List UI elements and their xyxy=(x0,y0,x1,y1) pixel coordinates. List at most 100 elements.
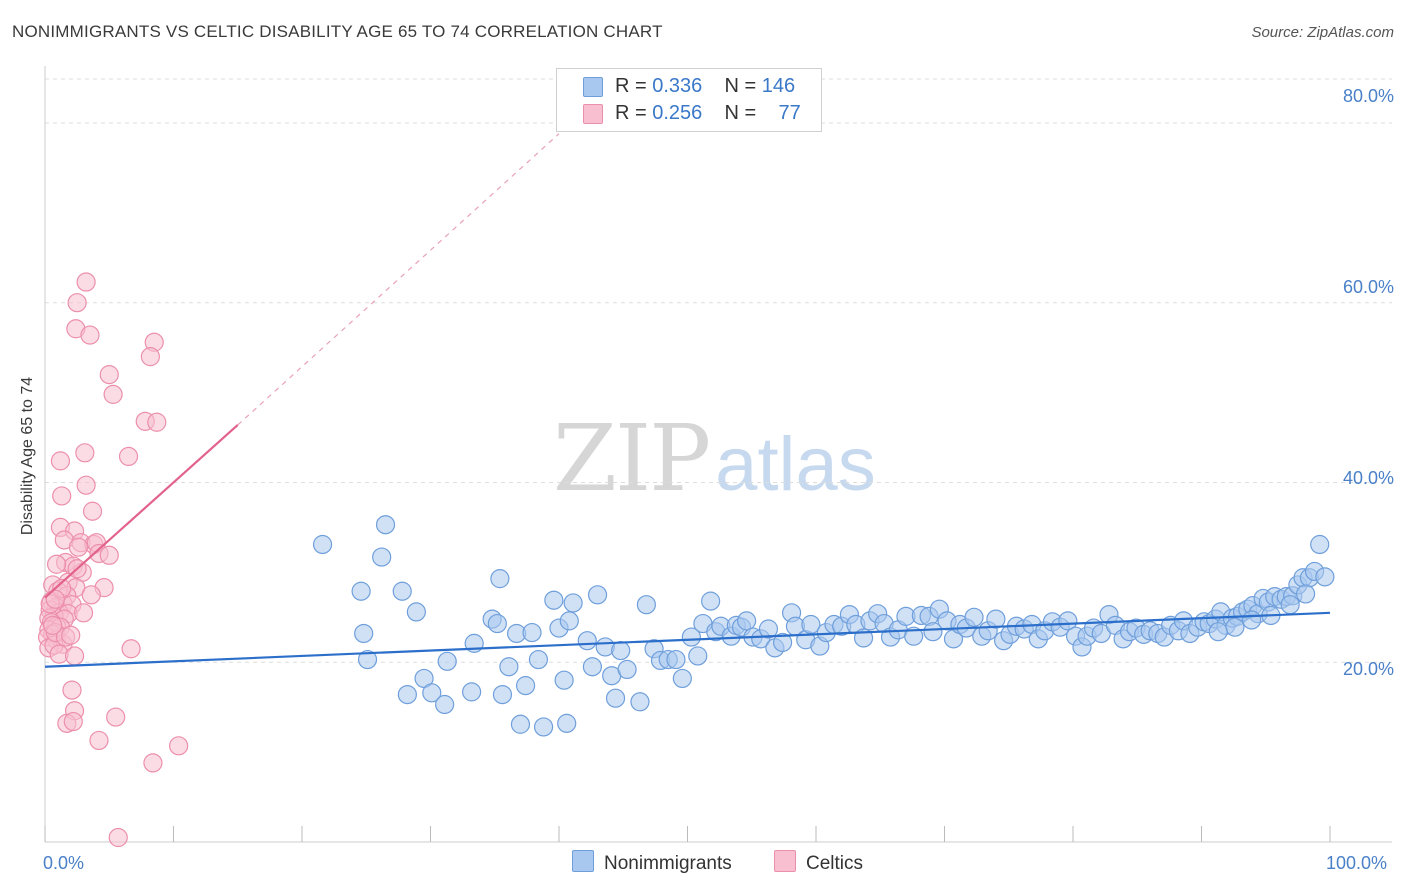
nonimmigrants-trend-line xyxy=(44,611,1331,668)
celtics-point xyxy=(45,589,65,609)
celtics-point xyxy=(68,537,89,557)
nonimmigrants-point xyxy=(490,569,510,589)
celtics-point xyxy=(61,625,81,645)
nonimmigrants-point xyxy=(964,607,984,627)
nonimmigrants-point xyxy=(1310,534,1330,555)
nonimmigrants-point xyxy=(617,659,637,680)
x-tick-label-max: 100.0% xyxy=(1326,853,1388,873)
nonimmigrants-point xyxy=(672,668,692,689)
celtics-point xyxy=(62,680,82,700)
stats-legend: R = 0.336 N = 146 R = 0.256 N = 77 xyxy=(556,68,822,132)
y-tick-label-40: 40.0% xyxy=(1342,468,1394,488)
legend-swatch-blue xyxy=(583,77,603,97)
nonimmigrants-point xyxy=(515,676,536,696)
nonimmigrants-point xyxy=(563,593,583,613)
legend-label-nonimmigrants: Nonimmigrants xyxy=(604,853,732,874)
nonimmigrants-point xyxy=(688,646,708,666)
nonimmigrants-point xyxy=(533,717,554,737)
nonimmigrants-point xyxy=(1058,611,1078,631)
celtics-point xyxy=(46,554,67,574)
y-tick-label-80: 80.0% xyxy=(1342,86,1394,106)
source-attribution: Source: ZipAtlas.com xyxy=(1251,24,1394,41)
nonimmigrants-point xyxy=(528,649,549,670)
celtics-trend-line xyxy=(44,424,239,599)
n-value: 77 xyxy=(778,102,801,124)
nonimmigrants-point xyxy=(737,611,757,631)
nonimmigrants-point xyxy=(681,627,701,647)
nonimmigrants-point xyxy=(397,684,417,705)
legend-label-celtics: Celtics xyxy=(806,853,864,874)
nonimmigrants-point xyxy=(559,611,579,631)
x-tick-label-min: 0.0% xyxy=(43,853,85,873)
nonimmigrants-point xyxy=(1315,567,1335,587)
nonimmigrants-point xyxy=(1295,584,1316,604)
celtics-point xyxy=(82,501,103,521)
n-label: N = xyxy=(724,102,762,124)
nonimmigrants-point xyxy=(923,622,943,642)
y-tick-label-60: 60.0% xyxy=(1342,277,1394,297)
nonimmigrants-point xyxy=(636,595,656,615)
nonimmigrants-point xyxy=(904,626,924,646)
nonimmigrants-point xyxy=(554,670,574,690)
celtics-point xyxy=(99,545,119,565)
axes xyxy=(44,66,1392,843)
n-value: 146 xyxy=(761,75,796,97)
legend-item-celtics[interactable]: Celtics xyxy=(774,850,863,875)
nonimmigrants-point xyxy=(522,622,542,643)
nonimmigrants-point xyxy=(577,631,597,651)
nonimmigrants-point xyxy=(406,602,426,622)
celtics-point xyxy=(103,384,123,404)
nonimmigrants-point xyxy=(758,619,779,639)
nonimmigrants-point xyxy=(312,534,333,555)
legend-swatch-pink xyxy=(583,104,603,124)
legend-item-nonimmigrants[interactable]: Nonimmigrants xyxy=(572,850,732,875)
y-tick-label-20: 20.0% xyxy=(1342,659,1394,679)
nonimmigrants-point xyxy=(510,714,531,734)
nonimmigrants-point xyxy=(372,547,392,567)
nonimmigrants-point xyxy=(611,640,631,661)
celtics-point xyxy=(147,412,167,432)
nonimmigrants-point xyxy=(462,682,482,702)
nonimmigrants-points xyxy=(312,515,1335,737)
celtics-point xyxy=(118,446,139,467)
nonimmigrants-point xyxy=(772,632,793,653)
celtics-point xyxy=(108,827,128,848)
celtics-point xyxy=(81,585,101,605)
celtics-point xyxy=(63,711,83,732)
celtics-point xyxy=(143,753,163,773)
nonimmigrants-point xyxy=(375,515,396,535)
celtics-point xyxy=(67,293,87,313)
celtics-point xyxy=(73,603,94,623)
watermark-zip: ZIP xyxy=(553,405,711,512)
r-value: 0.256 xyxy=(652,102,703,124)
nonimmigrants-point xyxy=(582,657,603,677)
nonimmigrants-point xyxy=(587,585,608,605)
n-label: N = xyxy=(724,75,762,97)
celtics-points xyxy=(37,272,189,848)
celtics-point xyxy=(80,325,100,345)
nonimmigrants-point xyxy=(801,614,821,635)
nonimmigrants-point xyxy=(357,649,378,670)
r-label: R = xyxy=(615,102,653,124)
celtics-point xyxy=(43,615,63,635)
nonimmigrants-point xyxy=(435,694,455,715)
celtics-point xyxy=(121,639,141,659)
nonimmigrants-point xyxy=(354,623,374,644)
celtics-point xyxy=(50,451,71,471)
trend-lines xyxy=(44,133,1331,668)
nonimmigrants-point xyxy=(630,692,650,712)
y-axis-label: Disability Age 65 to 74 xyxy=(19,376,36,536)
celtics-point xyxy=(99,365,119,385)
celtics-point xyxy=(106,707,126,727)
nonimmigrants-point xyxy=(986,609,1006,629)
celtics-point xyxy=(140,347,160,367)
nonimmigrants-point xyxy=(487,613,507,634)
nonimmigrants-point xyxy=(422,683,442,703)
nonimmigrants-point xyxy=(557,713,577,733)
nonimmigrants-point xyxy=(1242,610,1262,630)
nonimmigrants-point xyxy=(701,591,721,611)
nonimmigrants-point xyxy=(1280,595,1300,615)
legend-swatch-blue xyxy=(572,850,594,872)
nonimmigrants-point xyxy=(605,688,626,708)
